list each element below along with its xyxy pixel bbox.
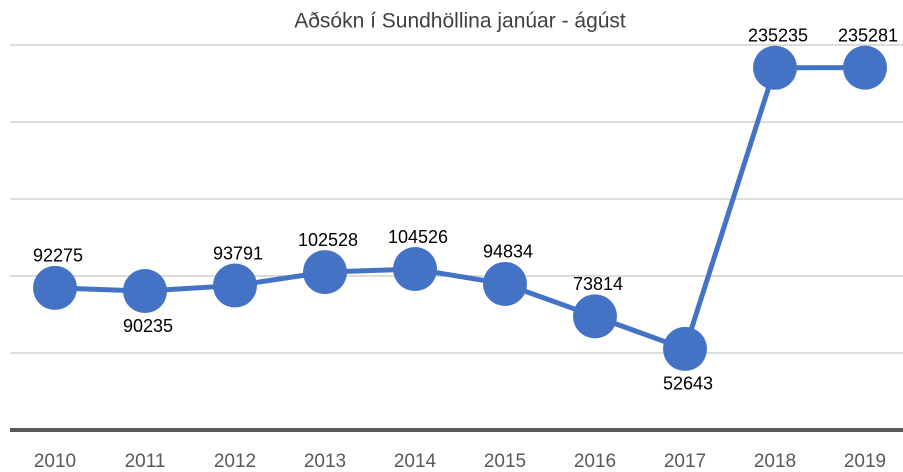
marker: [753, 45, 797, 90]
data-label: 73814: [573, 274, 623, 294]
data-label: 235281: [838, 25, 898, 45]
marker: [483, 261, 527, 306]
x-tick-label: 2015: [484, 451, 526, 472]
x-tick-label: 2014: [394, 451, 437, 472]
data-label: 102528: [298, 230, 358, 250]
marker: [663, 326, 707, 371]
marker: [393, 247, 437, 292]
x-tick-label: 2011: [125, 451, 166, 472]
data-label: 235235: [748, 25, 808, 45]
x-tick-label: 2017: [664, 451, 706, 472]
x-tick-label: 2019: [844, 451, 886, 472]
x-tick-label: 2018: [754, 451, 796, 472]
x-tick-label: 2010: [34, 451, 76, 472]
x-tick-label: 2016: [574, 451, 616, 472]
x-tick-label: 2012: [214, 451, 256, 472]
data-label: 104526: [388, 227, 448, 247]
chart-title: Aðsókn í Sundhöllina janúar - ágúst: [294, 10, 626, 33]
data-label: 93791: [213, 243, 263, 263]
data-label: 52643: [663, 374, 713, 394]
marker: [573, 294, 617, 339]
marker: [303, 250, 347, 295]
marker: [843, 45, 887, 90]
x-tick-label: 2013: [304, 451, 346, 472]
data-label: 94834: [483, 242, 533, 262]
marker: [33, 265, 77, 310]
data-label: 90235: [123, 316, 173, 336]
data-label: 92275: [33, 246, 83, 266]
marker: [213, 263, 257, 308]
marker: [123, 269, 167, 314]
series-line: [54, 65, 866, 352]
